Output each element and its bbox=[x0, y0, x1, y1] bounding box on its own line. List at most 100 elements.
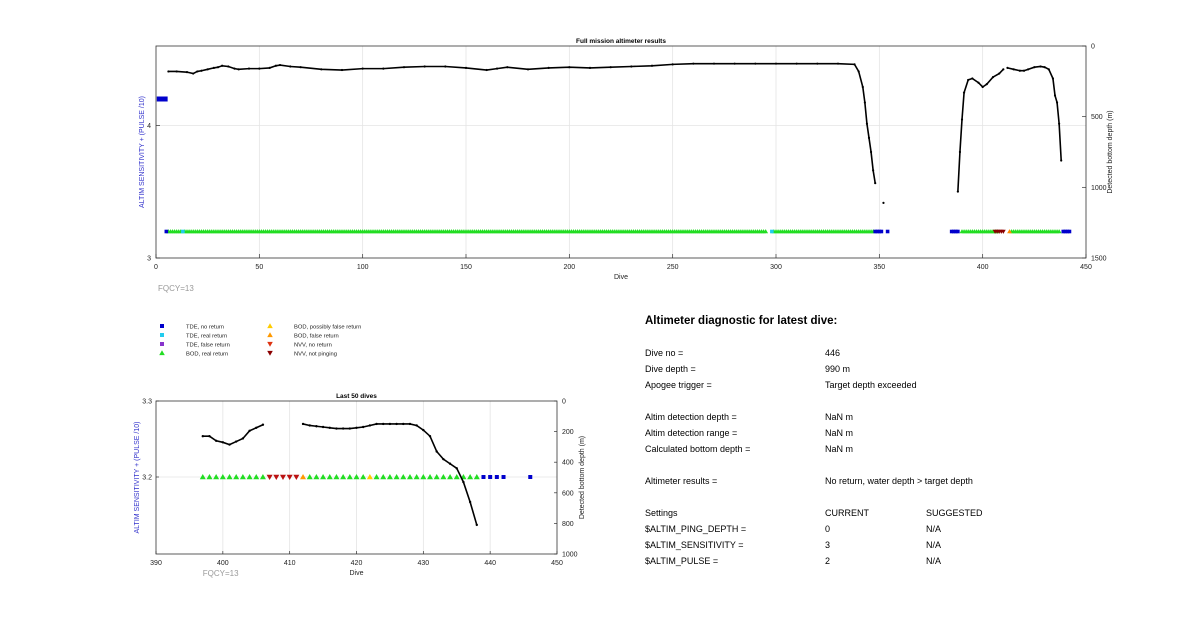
depth-point bbox=[248, 429, 251, 433]
depth-point bbox=[375, 422, 378, 426]
marker bbox=[366, 474, 373, 480]
x-tick-label: 450 bbox=[551, 560, 563, 567]
y2-tick-label: 200 bbox=[562, 429, 574, 436]
diag-value: NaN m bbox=[825, 444, 854, 454]
depth-point bbox=[422, 428, 425, 432]
y2-tick-label: 400 bbox=[562, 460, 574, 467]
depth-line bbox=[957, 68, 1004, 192]
diag-row-bottom-depth: Calculated bottom depth = NaN m bbox=[645, 444, 1185, 456]
x-axis-label: Dive bbox=[614, 274, 628, 281]
depth-point bbox=[221, 441, 225, 444]
depth-point bbox=[355, 426, 358, 429]
x-tick-label: 200 bbox=[563, 264, 575, 271]
legend-symbol bbox=[159, 350, 165, 356]
y2-tick-label: 800 bbox=[562, 521, 574, 528]
plot-area bbox=[156, 46, 1086, 258]
diag-value: NaN m bbox=[825, 428, 854, 438]
depth-point bbox=[382, 422, 385, 426]
marker bbox=[406, 474, 413, 480]
marker bbox=[219, 474, 226, 480]
x-tick-label: 420 bbox=[351, 560, 363, 567]
depth-point bbox=[967, 78, 970, 82]
tde-no-return-marker bbox=[885, 229, 890, 234]
setting-row-pulse: $ALTIM_PULSE = 2 N/A bbox=[645, 556, 1185, 568]
depth-point bbox=[971, 77, 974, 80]
x-tick-label: 0 bbox=[154, 264, 158, 271]
marker bbox=[473, 474, 480, 480]
depth-point bbox=[212, 66, 215, 70]
depth-point bbox=[201, 434, 204, 438]
depth-point bbox=[200, 69, 203, 72]
depth-point bbox=[415, 424, 418, 427]
depth-point bbox=[278, 63, 282, 67]
depth-point bbox=[998, 72, 1001, 75]
depth-point bbox=[1002, 68, 1005, 71]
depth-point bbox=[444, 65, 447, 68]
setting-label: $ALTIM_PULSE = bbox=[645, 556, 719, 566]
diag-value: No return, water depth > target depth bbox=[825, 476, 973, 486]
sensitivity-marker bbox=[156, 96, 160, 102]
marker bbox=[273, 474, 280, 480]
depth-point bbox=[1055, 101, 1059, 104]
depth-point bbox=[1047, 68, 1050, 71]
depth-point bbox=[341, 427, 345, 430]
depth-point bbox=[468, 500, 472, 504]
tde-no-return-marker bbox=[164, 229, 169, 234]
sensitivity-marker bbox=[158, 96, 162, 102]
depth-point bbox=[361, 425, 365, 429]
depth-point bbox=[853, 63, 856, 66]
depth-point bbox=[1039, 65, 1042, 68]
marker bbox=[453, 474, 460, 480]
depth-point bbox=[1012, 68, 1015, 71]
depth-point bbox=[861, 85, 864, 89]
legend-symbol bbox=[267, 350, 273, 356]
depth-point bbox=[361, 67, 364, 70]
depth-point bbox=[408, 422, 412, 426]
x-tick-label: 50 bbox=[255, 264, 263, 271]
depth-point bbox=[1022, 69, 1026, 72]
tde-no-return-marker bbox=[1065, 229, 1070, 234]
marker bbox=[206, 474, 213, 480]
diag-label: Dive depth = bbox=[645, 364, 696, 374]
fqcy-annotation: FQCY=13 bbox=[203, 569, 239, 578]
depth-point bbox=[495, 67, 499, 70]
tde-no-return-marker bbox=[956, 229, 960, 234]
depth-point bbox=[795, 62, 798, 65]
plot-frame bbox=[155, 45, 1087, 259]
diagnostic-panel: Altimeter diagnostic for latest dive: Di… bbox=[645, 310, 1185, 580]
depth-point bbox=[857, 70, 860, 73]
tde-no-return-marker bbox=[951, 229, 956, 234]
bod-real-return-marker bbox=[1056, 229, 1062, 234]
marker bbox=[373, 474, 380, 480]
x-tick-label: 400 bbox=[217, 560, 229, 567]
y2-tick-label: 1000 bbox=[562, 552, 578, 559]
depth-point bbox=[568, 66, 571, 69]
depth-point bbox=[167, 70, 170, 73]
nvv-not-pinging-marker bbox=[1000, 229, 1006, 234]
depth-point bbox=[960, 118, 964, 121]
depth-point bbox=[315, 425, 318, 428]
legend-symbol bbox=[267, 323, 273, 329]
marker bbox=[346, 474, 353, 480]
y2-tick-label: 600 bbox=[562, 490, 574, 497]
depth-point bbox=[175, 70, 178, 73]
marker bbox=[433, 474, 440, 480]
depth-point bbox=[1033, 66, 1036, 69]
y-tick-label: 3.3 bbox=[142, 399, 152, 406]
depth-point bbox=[588, 66, 592, 70]
depth-point bbox=[464, 66, 468, 70]
depth-point bbox=[258, 67, 261, 70]
diag-label: Calculated bottom depth = bbox=[645, 444, 751, 454]
depth-point bbox=[395, 422, 398, 426]
legend-symbol bbox=[267, 332, 273, 338]
depth-point bbox=[206, 68, 209, 71]
marker bbox=[239, 474, 246, 480]
marker bbox=[293, 474, 300, 480]
setting-current: 3 bbox=[825, 540, 831, 550]
y2-tick-label: 0 bbox=[1091, 44, 1095, 51]
depth-point bbox=[485, 68, 488, 72]
diag-label: Dive no = bbox=[645, 348, 684, 358]
depth-point bbox=[1006, 66, 1009, 70]
setting-suggested: N/A bbox=[926, 524, 942, 534]
y2-tick-label: 1000 bbox=[1091, 185, 1107, 192]
